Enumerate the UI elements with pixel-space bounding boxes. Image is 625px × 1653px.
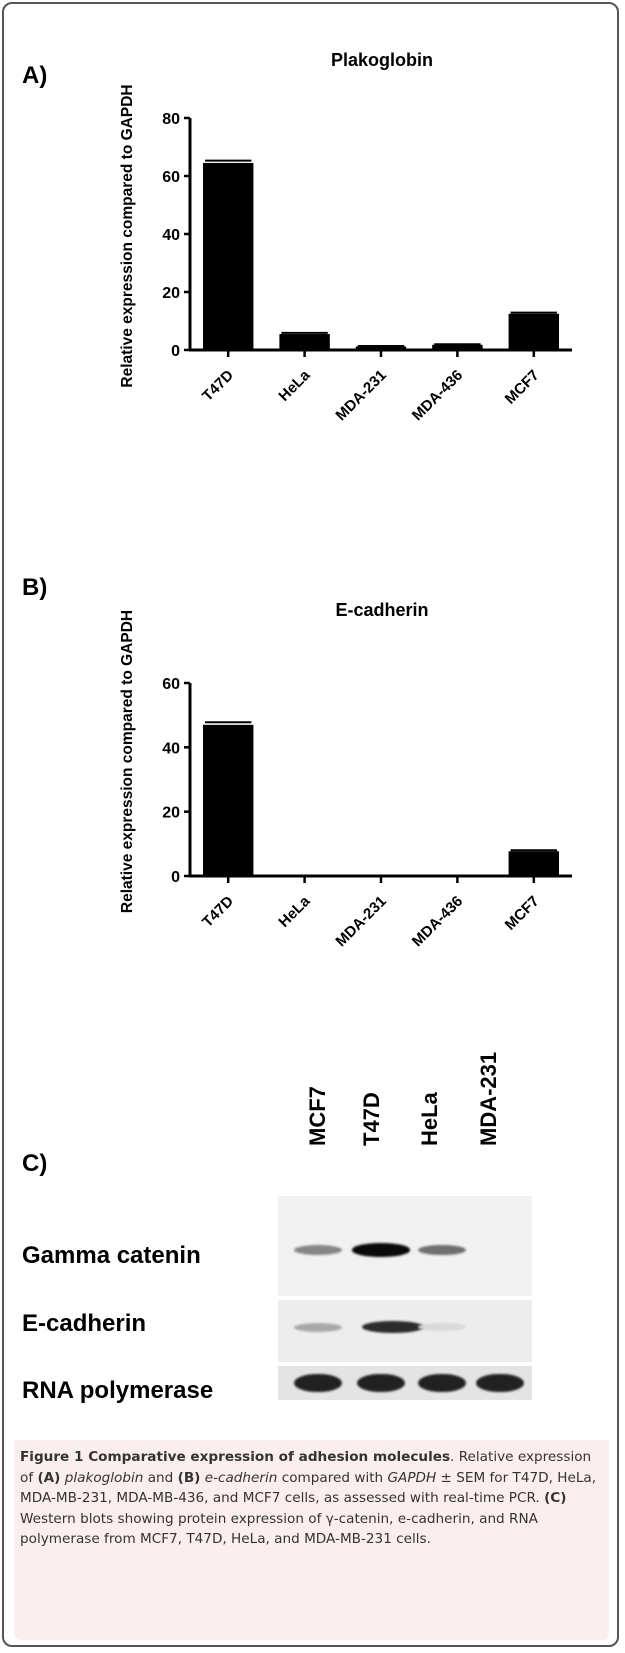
bar [202, 724, 254, 876]
blot-strip-ecadherin [278, 1300, 532, 1362]
y-tick-label: 0 [171, 343, 180, 360]
blot-strip-gamma-catenin [278, 1196, 532, 1296]
y-axis-label: Relative expression compared to GAPDH [119, 84, 136, 387]
bar [202, 162, 254, 350]
caption-text-4: Western blots showing protein expression… [20, 1510, 538, 1548]
x-tick-label: T47D [199, 367, 237, 405]
panel-label-a: A) [22, 62, 48, 89]
caption-and: and [143, 1469, 178, 1486]
blot-strip-rna-polymerase [278, 1366, 532, 1400]
caption-tag-b: (B) [177, 1469, 201, 1486]
lane-label-t47d: T47D [359, 1092, 384, 1146]
caption-background [14, 1440, 609, 1640]
lane-label-hela: HeLa [417, 1092, 442, 1146]
blot-band [352, 1243, 410, 1257]
y-axis-label: Relative expression compared to GAPDH [119, 610, 136, 913]
x-tick-label: T47D [199, 893, 237, 931]
blot-band [418, 1244, 466, 1256]
blot-band [418, 1373, 466, 1393]
y-tick-label: 60 [162, 169, 180, 186]
chart-title: E-cadherin [335, 600, 428, 620]
panel-label-c: C) [22, 1150, 48, 1177]
y-tick-label: 60 [162, 676, 180, 693]
blot-row-label-ecadherin: E-cadherin [22, 1310, 147, 1337]
western-blot-panel: MCF7 T47D HeLa MDA-231 Gamma catenin E-c… [0, 1052, 625, 1430]
x-tick-label: MCF7 [502, 367, 543, 408]
caption-text-2: compared with [277, 1469, 388, 1486]
blot-band [418, 1323, 466, 1331]
x-tick-label: HeLa [275, 366, 313, 404]
y-tick-label: 40 [162, 740, 180, 757]
chart-title: Plakoglobin [331, 50, 433, 70]
y-tick-label: 40 [162, 227, 180, 244]
caption-plakoglobin: plakoglobin [64, 1469, 144, 1486]
x-tick-label: HeLa [275, 892, 313, 930]
bar [279, 334, 330, 350]
caption-text-1: Relative expression of [20, 1449, 592, 1486]
x-tick-label: MDA-231 [332, 367, 389, 424]
ecadherin-chart: E-cadherin Relative expression compared t… [119, 600, 572, 950]
blot-row-label-rna-polymerase: RNA polymerase [22, 1377, 214, 1404]
x-tick-label: MCF7 [502, 893, 543, 934]
y-tick-label: 0 [171, 869, 180, 886]
blot-band [362, 1320, 424, 1334]
caption-gapdh: GAPDH [387, 1469, 437, 1486]
bar [432, 344, 483, 350]
blot-band [294, 1322, 342, 1332]
plakoglobin-chart: Plakoglobin Relative expression compared … [119, 50, 572, 424]
y-tick-label: 20 [162, 805, 180, 822]
y-tick-label: 20 [162, 285, 180, 302]
blot-band [294, 1245, 342, 1255]
caption-text-3: ± SEM for T47D, HeLa, MDA-MB-231, MDA-MB… [20, 1469, 597, 1507]
x-tick-label: MDA-231 [332, 893, 389, 950]
x-tick-label: MDA-436 [409, 893, 466, 950]
caption-ecadherin: e-cadherin [204, 1469, 278, 1486]
lane-label-mda231: MDA-231 [476, 1051, 501, 1146]
x-tick-label: MDA-436 [409, 367, 466, 424]
figure-caption: Figure 1 Comparative expression of adhes… [20, 1449, 597, 1548]
y-tick-label: 80 [162, 111, 180, 128]
caption-title: Figure 1 Comparative expression of adhes… [20, 1449, 451, 1465]
bar [355, 346, 407, 350]
blot-band [357, 1373, 405, 1393]
blot-row-label-gamma-catenin: Gamma catenin [22, 1242, 201, 1269]
caption-tag-c: (C) [544, 1490, 567, 1506]
panel-label-b: B) [22, 574, 48, 601]
blot-band [476, 1373, 524, 1393]
caption-tag-a: (A) [37, 1469, 61, 1486]
bar [508, 851, 560, 876]
blot-band [294, 1373, 342, 1393]
bar [508, 313, 560, 350]
lane-label-mcf7: MCF7 [305, 1086, 330, 1146]
